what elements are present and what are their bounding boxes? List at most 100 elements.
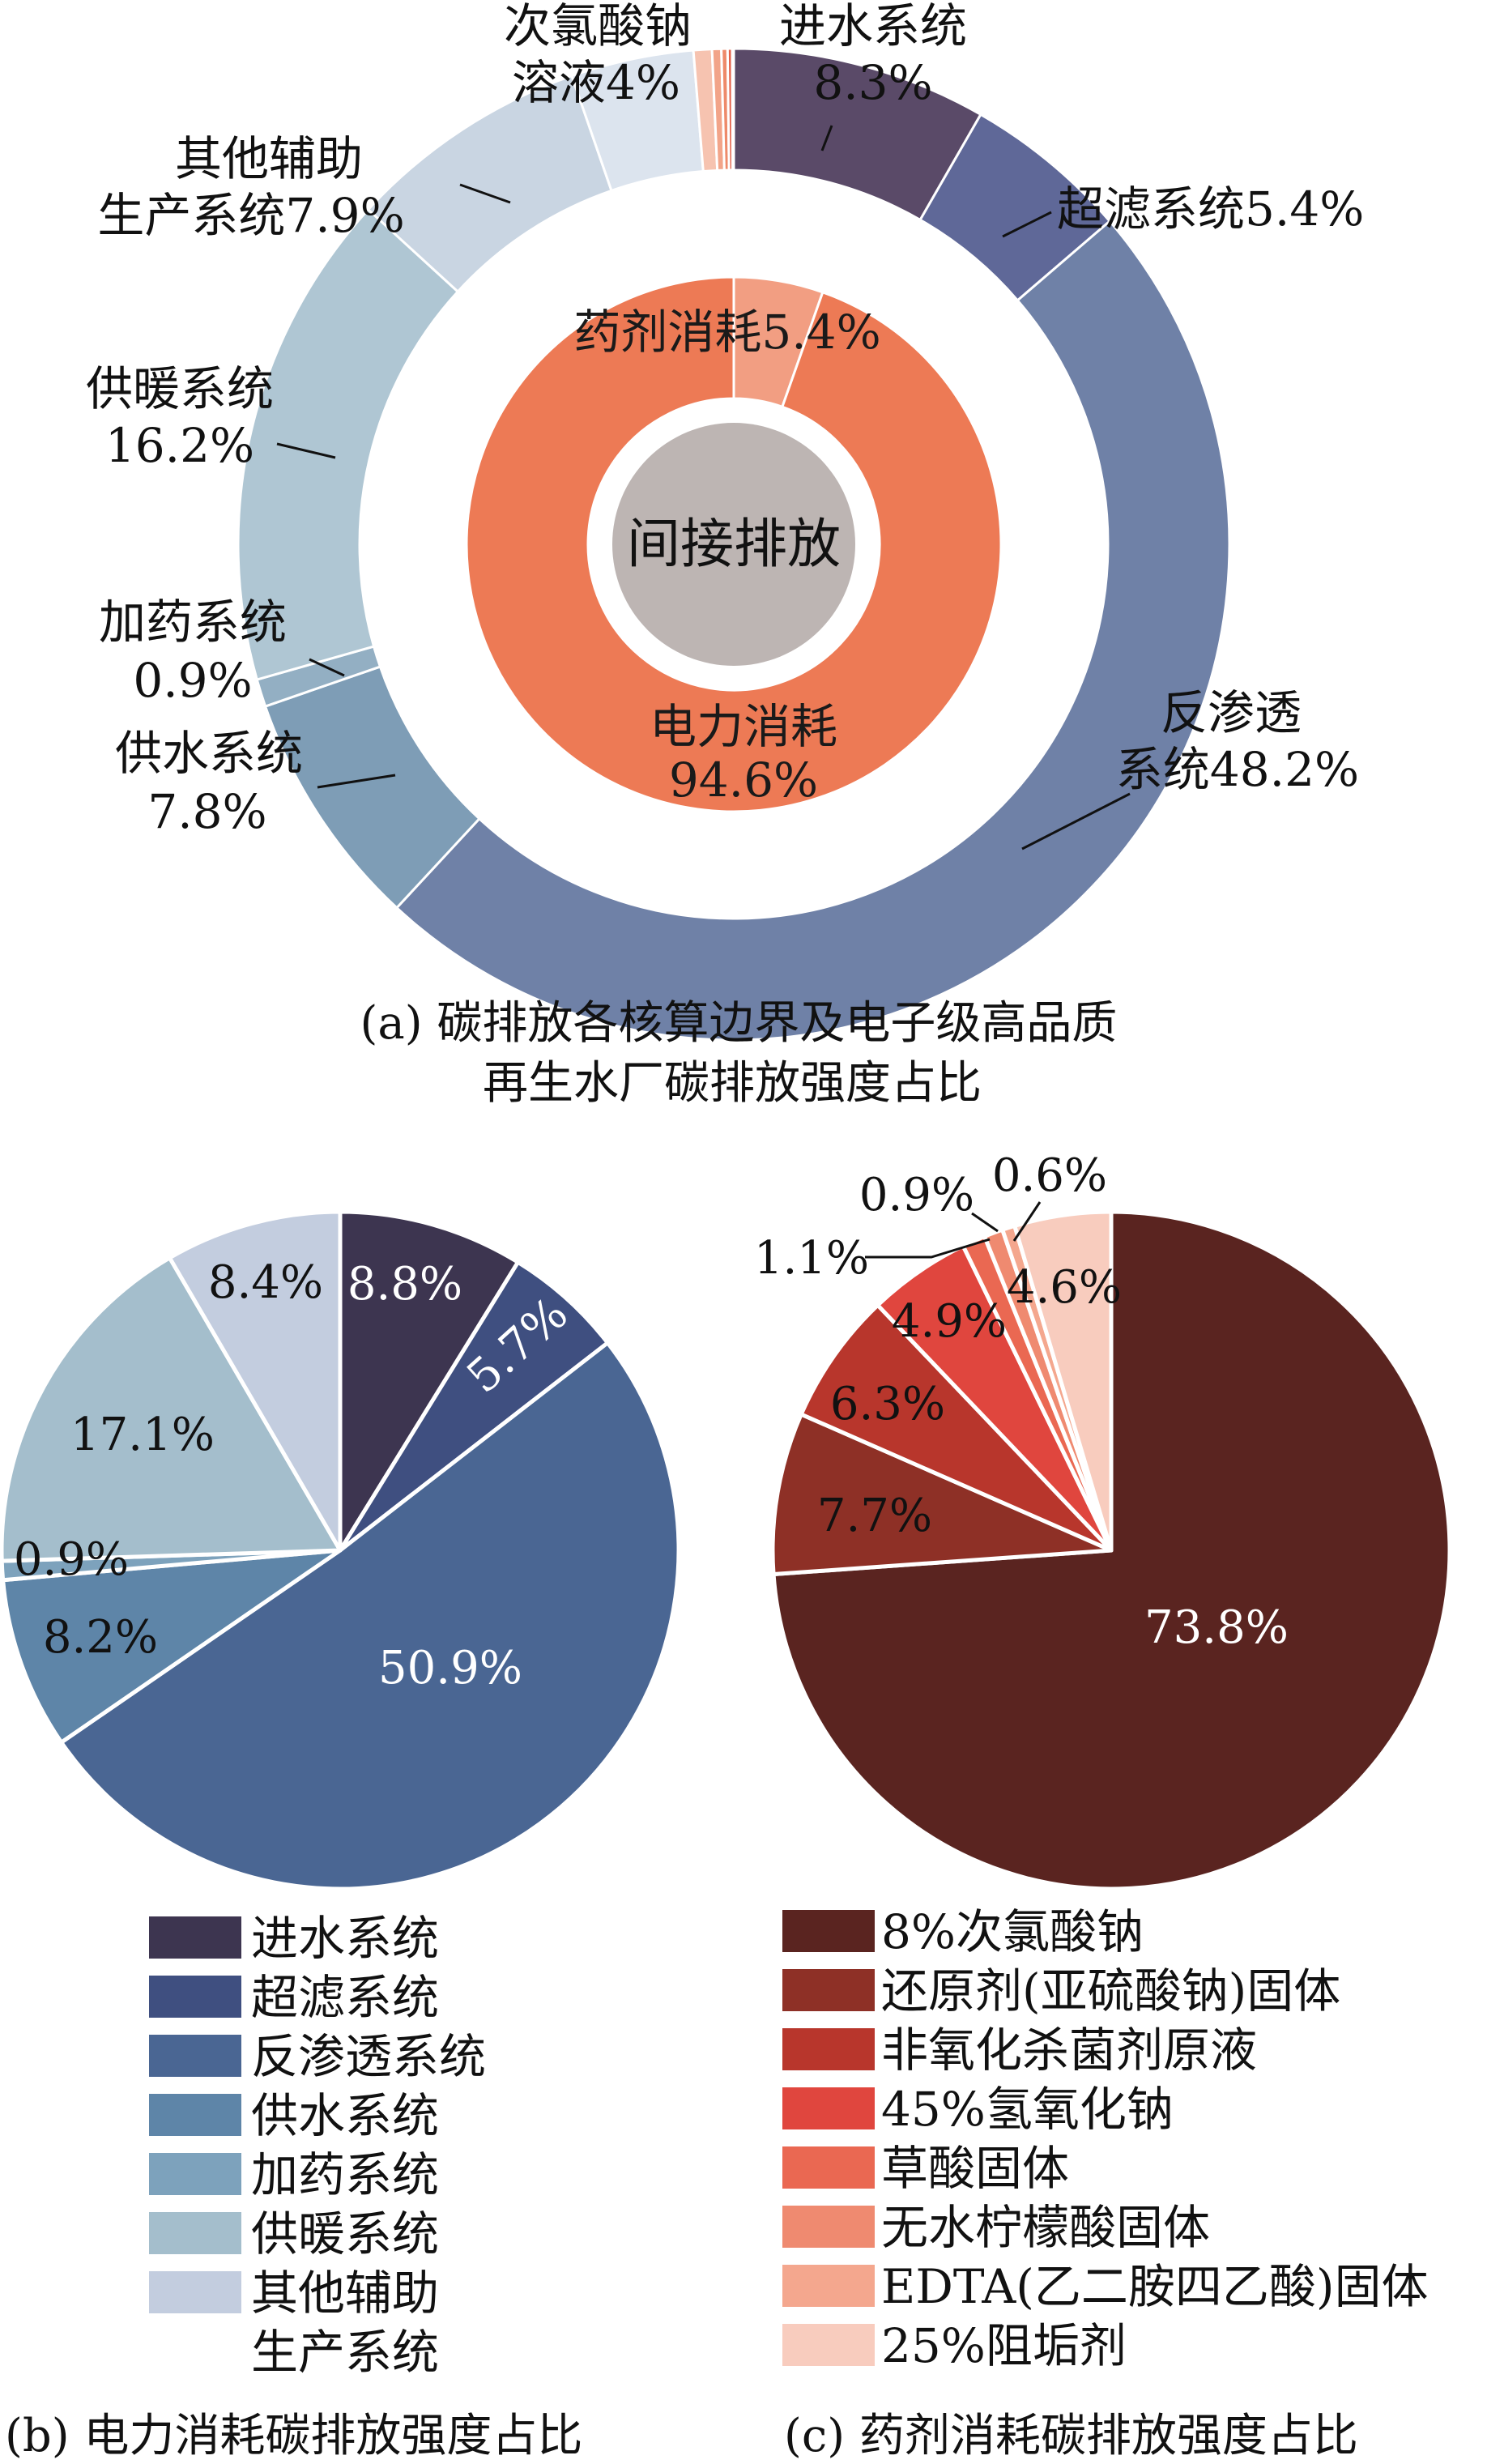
slice-label-edta: 0.6% bbox=[992, 1149, 1107, 1202]
panel-c-slices bbox=[770, 1209, 1452, 1891]
panel-a-donut-chart: 间接排放 药剂消耗5.4% 电力消耗 94.6% 次氯酸钠 溶液4% 进水系统 … bbox=[86, 0, 1364, 1110]
label-other-aux-2: 生产系统7.9% bbox=[97, 188, 404, 243]
center-disc bbox=[612, 423, 855, 666]
inner-ring-segment-1 bbox=[465, 275, 1003, 813]
inner-ring bbox=[465, 275, 1003, 813]
legend-label-4: 加药系统 bbox=[251, 2147, 439, 2202]
label-sodium-hypochlorite-solution-2: 溶液4% bbox=[512, 55, 680, 110]
slice-label-other: 8.4% bbox=[208, 1256, 323, 1309]
legend-swatch-5 bbox=[782, 2206, 875, 2248]
slice-label-naoh: 4.9% bbox=[892, 1295, 1007, 1348]
slice-label-antiscalant: 4.6% bbox=[1007, 1261, 1122, 1314]
label-ro-system: 反渗透 bbox=[1161, 685, 1302, 740]
legend-swatch-4 bbox=[782, 2146, 875, 2189]
legend-label-5: 无水柠檬酸固体 bbox=[881, 2200, 1210, 2255]
legend-label-6-line-1: 生产系统 bbox=[251, 2325, 439, 2380]
label-heating-system: 供暖系统 bbox=[86, 361, 274, 416]
legend-swatch-0 bbox=[149, 1916, 241, 1959]
legend-swatch-4 bbox=[149, 2153, 241, 2195]
label-heating-system-value: 16.2% bbox=[105, 418, 254, 473]
legend-label-5: 供暖系统 bbox=[251, 2206, 439, 2262]
slice-label-supply: 8.2% bbox=[43, 1611, 158, 1664]
label-inlet-system: 进水系统 bbox=[779, 0, 967, 53]
caption-a-line-1: (a) 碳排放各核算边界及电子级高品质 bbox=[360, 997, 1118, 1050]
outer-ring-labels: 次氯酸钠 溶液4% 进水系统 8.3% 超滤系统5.4% 其他辅助 生产系统7.… bbox=[86, 0, 1364, 839]
leader-ro bbox=[1021, 792, 1131, 850]
label-supply-system: 供水系统 bbox=[115, 726, 303, 781]
label-inlet-system-value: 8.3% bbox=[813, 55, 932, 110]
inner-ring-labels: 药剂消耗5.4% 电力消耗 94.6% bbox=[573, 305, 880, 808]
leader-lines bbox=[276, 125, 1131, 850]
leader-heating bbox=[276, 442, 336, 459]
b-slices-slice-5 bbox=[0, 1255, 343, 1563]
label-dosing-system: 加药系统 bbox=[99, 595, 287, 650]
legend-swatch-3 bbox=[782, 2087, 875, 2129]
legend-swatch-1 bbox=[782, 1969, 875, 2011]
b-slices-slice-1 bbox=[338, 1260, 610, 1553]
legend-swatch-0 bbox=[782, 1910, 875, 1952]
slice-label-naocl: 73.8% bbox=[1144, 1601, 1289, 1654]
slice-label-dosing: 0.9% bbox=[14, 1533, 129, 1586]
leader-uf bbox=[1002, 211, 1052, 238]
inner-label-power-name: 电力消耗 bbox=[650, 699, 837, 754]
center-label: 间接排放 bbox=[627, 513, 841, 575]
label-other-aux: 其他辅助 bbox=[175, 131, 363, 186]
legend-label-6: 其他辅助 bbox=[251, 2266, 439, 2321]
slice-label-heating: 17.1% bbox=[70, 1409, 215, 1461]
b-slices-slice-0 bbox=[338, 1209, 521, 1553]
b-slices-slice-6 bbox=[167, 1209, 343, 1553]
slice-label-ro: 50.9% bbox=[378, 1642, 522, 1695]
legend-label-1: 超滤系统 bbox=[251, 1970, 439, 2025]
caption-c: (c) 药剂消耗碳排放强度占比 bbox=[784, 2410, 1358, 2462]
legend-label-2: 反渗透系统 bbox=[251, 2029, 486, 2084]
panel-c-legend: 8%次氯酸钠还原剂(亚硫酸钠)固体非氧化杀菌剂原液45%氢氧化钠草酸固体无水柠檬… bbox=[782, 1904, 1429, 2373]
outer-ring-segment-2 bbox=[394, 219, 1231, 1042]
slice-label-reductant: 7.7% bbox=[817, 1490, 932, 1542]
legend-swatch-6 bbox=[782, 2265, 875, 2307]
legend-label-4: 草酸固体 bbox=[881, 2141, 1069, 2196]
b-slices-slice-2 bbox=[59, 1341, 681, 1891]
legend-swatch-6 bbox=[149, 2271, 241, 2313]
legend-swatch-3 bbox=[149, 2094, 241, 2136]
label-ro-system-2: 系统48.2% bbox=[1116, 742, 1359, 797]
panel-b-slices bbox=[0, 1209, 681, 1891]
c-slices-slice-2 bbox=[799, 1302, 1114, 1553]
legend-label-6: EDTA(乙二胺四乙酸)固体 bbox=[881, 2259, 1429, 2314]
panel-b-pie-chart: 8.8% 5.7% 50.9% 8.2% 0.9% 17.1% 8.4% 进水系… bbox=[0, 1209, 681, 2462]
legend-swatch-2 bbox=[149, 2035, 241, 2077]
b-slices-slice-3 bbox=[1, 1548, 343, 1745]
legend-label-3: 供水系统 bbox=[251, 2088, 439, 2143]
legend-swatch-2 bbox=[782, 2028, 875, 2070]
leader-supply bbox=[317, 774, 396, 789]
panel-c-leader-lines bbox=[865, 1201, 1042, 1259]
panel-c-slice-labels: 73.8% 7.7% 6.3% 4.9% 1.1% 0.9% 0.6% 4.6% bbox=[754, 1149, 1289, 1654]
legend-label-0: 进水系统 bbox=[251, 1911, 439, 1966]
slice-label-biocide: 6.3% bbox=[830, 1378, 945, 1430]
c-slices-slice-1 bbox=[770, 1412, 1114, 1577]
inner-label-drug: 药剂消耗5.4% bbox=[573, 305, 880, 360]
legend-swatch-7 bbox=[782, 2324, 875, 2366]
leader-dosing bbox=[309, 658, 345, 677]
caption-a-line-2: 再生水厂碳排放强度占比 bbox=[483, 1057, 982, 1110]
c-slices-slice-7 bbox=[1012, 1209, 1114, 1553]
legend-label-1: 还原剂(亚硫酸钠)固体 bbox=[881, 1963, 1340, 2019]
legend-swatch-5 bbox=[149, 2212, 241, 2254]
legend-swatch-1 bbox=[149, 1976, 241, 2018]
label-sodium-hypochlorite-solution: 次氯酸钠 bbox=[504, 0, 692, 53]
outer-ring-segment-12 bbox=[731, 47, 735, 172]
legend-label-3: 45%氢氧化钠 bbox=[881, 2082, 1174, 2137]
inner-label-power-value: 94.6% bbox=[669, 752, 818, 808]
panel-c-pie-chart: 73.8% 7.7% 6.3% 4.9% 1.1% 0.9% 0.6% 4.6%… bbox=[754, 1149, 1452, 2462]
slice-label-oxalic: 1.1% bbox=[754, 1232, 869, 1285]
slice-label-citric: 0.9% bbox=[859, 1169, 974, 1221]
outer-ring bbox=[236, 47, 1231, 1042]
leader-edta bbox=[1012, 1201, 1042, 1242]
slice-label-inlet: 8.8% bbox=[347, 1258, 462, 1311]
caption-b: (b) 电力消耗碳排放强度占比 bbox=[5, 2410, 582, 2462]
legend-label-2: 非氧化杀菌剂原液 bbox=[881, 2023, 1257, 2078]
legend-label-0: 8%次氯酸钠 bbox=[881, 1904, 1144, 1959]
leader-inlet bbox=[820, 125, 833, 151]
leader-oxalic bbox=[865, 1238, 991, 1259]
